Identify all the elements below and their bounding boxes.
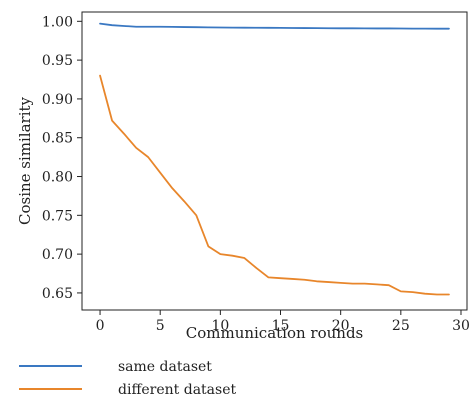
axis-title-group: Communication rounds Cosine similarity [16, 96, 363, 342]
y-tick-label: 0.80 [42, 170, 73, 186]
legend: same dataset different dataset [19, 359, 236, 398]
plot-area-group [99, 22, 450, 296]
y-tick-label: 0.65 [42, 286, 73, 302]
y-tick-label: 0.95 [42, 53, 73, 69]
y-tick-label: 1.00 [42, 14, 73, 30]
x-axis-label: Communication rounds [186, 324, 364, 342]
legend-label-0: same dataset [118, 359, 212, 375]
y-tick-label: 0.75 [42, 208, 73, 224]
axis-group: 0 5 10 15 20 25 30 0.65 0.70 0.75 0.80 0.85 0.90 0.95… [42, 11, 470, 334]
x-tick-label: 5 [156, 318, 165, 334]
y-tick-label: 0.90 [42, 92, 73, 108]
series-line-1 [99, 74, 450, 296]
x-tick-label: 0 [96, 318, 105, 334]
x-tick-label: 10 [211, 318, 229, 334]
y-tick-label: 0.85 [42, 131, 73, 147]
legend-label-1: different dataset [118, 382, 236, 398]
y-axis-label: Cosine similarity [16, 96, 34, 225]
x-tick-label: 15 [272, 318, 290, 334]
x-tick-label: 20 [332, 318, 350, 334]
x-tick-label: 30 [452, 318, 470, 334]
y-tick-label: 0.70 [42, 247, 73, 263]
series-line-0 [99, 22, 450, 30]
x-tick-label: 25 [392, 318, 410, 334]
plot-frame [81, 11, 468, 311]
